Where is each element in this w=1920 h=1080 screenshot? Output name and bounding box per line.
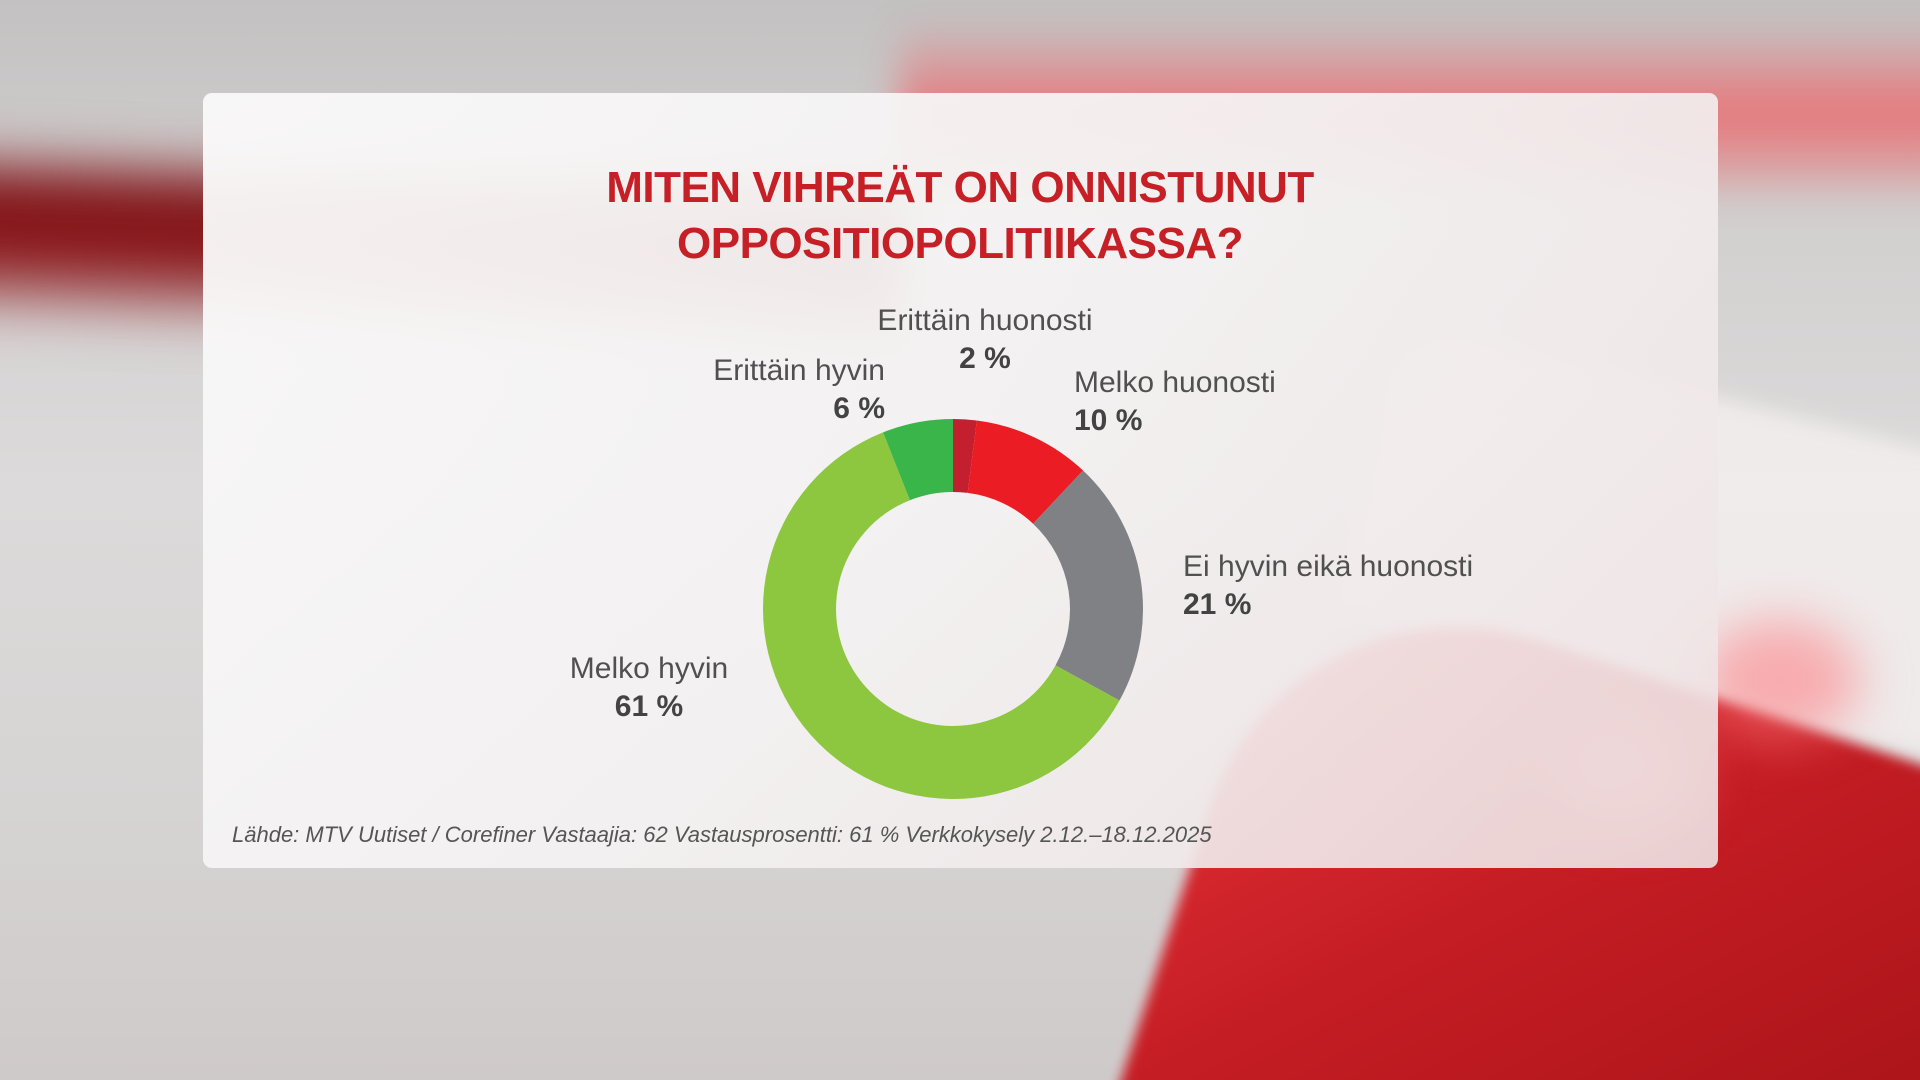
label-value: 6 % xyxy=(833,392,885,425)
donut-segment-ei-hyvin-eikä-huonosti xyxy=(1033,470,1143,701)
label-melko-hyvin: Melko hyvin 61 % xyxy=(570,650,728,726)
label-value: 21 % xyxy=(1183,588,1252,621)
label-name: Erittäin hyvin xyxy=(713,354,885,387)
label-melko-huonosti: Melko huonosti 10 % xyxy=(1074,364,1276,440)
label-erittain-hyvin: Erittäin hyvin 6 % xyxy=(713,352,885,428)
label-name: Melko huonosti xyxy=(1074,366,1276,399)
label-name: Ei hyvin eikä huonosti xyxy=(1183,550,1474,583)
source-note: Lähde: MTV Uutiset / Corefiner Vastaajia… xyxy=(232,822,1212,847)
donut-segment-melko-huonosti xyxy=(967,420,1084,524)
label-value: 10 % xyxy=(1074,404,1143,437)
donut-segment-erittäin-hyvin xyxy=(883,419,953,501)
label-name: Melko hyvin xyxy=(569,652,729,685)
background-glow xyxy=(1700,620,1860,740)
label-value: 61 % xyxy=(614,690,684,723)
donut-segment-erittäin-huonosti xyxy=(953,419,977,493)
chart-title-line-2: OPPOSITIOPOLITIIKASSA? xyxy=(677,219,1243,268)
label-erittain-huonosti: Erittäin huonosti 2 % xyxy=(877,302,1092,378)
chart-title-line-1: MITEN VIHREÄT ON ONNISTUNUT xyxy=(606,163,1314,212)
chart-title: MITEN VIHREÄT ON ONNISTUNUT OPPOSITIOPOL… xyxy=(0,160,1920,272)
label-name: Erittäin huonosti xyxy=(877,304,1093,337)
label-ei-hyvin-eika-huonosti: Ei hyvin eikä huonosti 21 % xyxy=(1183,548,1473,624)
donut-segment-melko-hyvin xyxy=(763,432,1120,799)
label-value: 2 % xyxy=(959,342,1011,375)
